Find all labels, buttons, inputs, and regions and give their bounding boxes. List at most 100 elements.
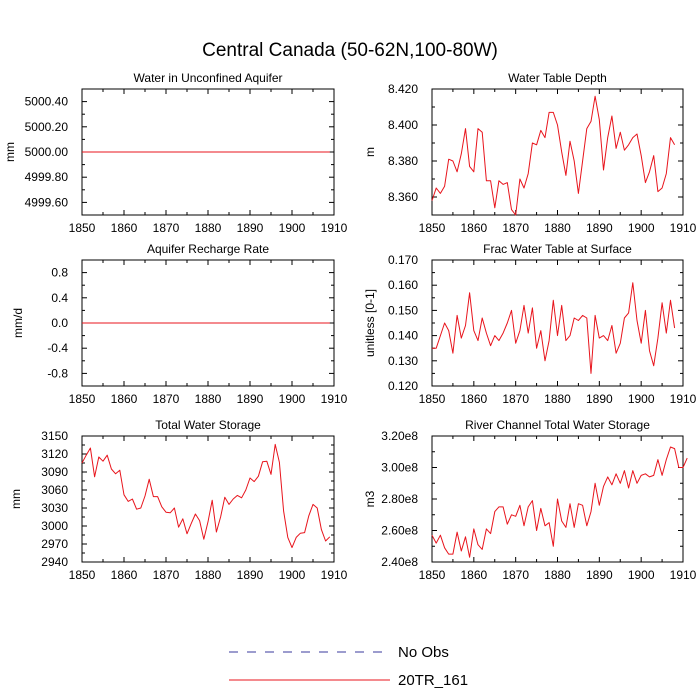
x-tick-label: 1910 xyxy=(321,392,348,406)
y-tick-label: 0.8 xyxy=(51,266,68,280)
y-tick-label: 3.20e8 xyxy=(381,429,418,443)
panel-title: Frac Water Table at Surface xyxy=(483,242,632,256)
x-tick-label: 1880 xyxy=(544,392,571,406)
x-tick-label: 1870 xyxy=(153,221,180,235)
x-tick-label: 1860 xyxy=(111,221,138,235)
y-tick-label: 4999.80 xyxy=(25,170,69,184)
x-tick-label: 1890 xyxy=(237,392,264,406)
x-tick-label: 1860 xyxy=(111,392,138,406)
series-line-20tr-161 xyxy=(432,282,676,374)
panel-3: Aquifer Recharge Rate 1850 1860 1870 1880 189… xyxy=(11,242,348,406)
y-tick-label: -0.8 xyxy=(47,366,68,380)
legend-label-20tr-161: 20TR_161 xyxy=(398,672,468,689)
legend-label-no-obs: No Obs xyxy=(398,644,449,661)
x-tick-label: 1890 xyxy=(586,568,613,582)
x-tick-label: 1910 xyxy=(670,568,697,582)
y-tick-label: 0.170 xyxy=(388,253,418,267)
y-tick-label: 0.150 xyxy=(388,303,418,317)
x-tick-label: 1860 xyxy=(460,221,487,235)
y-tick-label: 5000.00 xyxy=(25,145,69,159)
y-tick-label: 8.360 xyxy=(388,190,418,204)
y-axis-label: m xyxy=(363,147,377,157)
panel-2: Water Table Depth 1850 1860 1870 1880 1890 190… xyxy=(363,71,697,235)
panel-1: Water in Unconfined Aquifer 1850 1860 1870 1… xyxy=(3,71,348,235)
y-tick-label: 5000.20 xyxy=(25,120,69,134)
y-axis-label: mm/d xyxy=(11,308,25,338)
y-tick-label: 3060 xyxy=(41,483,68,497)
panel-6: River Channel Total Water Storage 1850 186… xyxy=(363,418,697,582)
y-tick-label: 8.420 xyxy=(388,82,418,96)
y-tick-label: 0.160 xyxy=(388,278,418,292)
y-tick-label: 3030 xyxy=(41,501,68,515)
y-tick-label: 3150 xyxy=(41,429,68,443)
plot-frame xyxy=(81,435,335,563)
y-tick-label: 0.120 xyxy=(388,379,418,393)
x-tick-label: 1850 xyxy=(69,568,96,582)
x-tick-label: 1880 xyxy=(195,568,222,582)
y-axis-label: m3 xyxy=(363,490,377,507)
y-tick-label: 2.60e8 xyxy=(381,524,418,538)
x-tick-label: 1870 xyxy=(153,392,180,406)
panel-title: Aquifer Recharge Rate xyxy=(147,242,269,256)
x-tick-label: 1880 xyxy=(195,221,222,235)
x-tick-label: 1850 xyxy=(419,392,446,406)
y-axis-label: mm xyxy=(9,489,23,509)
y-tick-label: 5000.40 xyxy=(25,95,69,109)
x-tick-label: 1890 xyxy=(237,568,264,582)
y-tick-label: 2940 xyxy=(41,555,68,569)
series-line-20tr-161 xyxy=(431,446,688,558)
x-tick-label: 1910 xyxy=(321,568,348,582)
y-tick-label: 0.140 xyxy=(388,329,418,343)
x-tick-label: 1860 xyxy=(460,392,487,406)
y-tick-label: 8.400 xyxy=(388,118,418,132)
y-tick-label: 3090 xyxy=(41,465,68,479)
series-line-20tr-161 xyxy=(81,443,331,549)
y-tick-label: 8.380 xyxy=(388,154,418,168)
x-tick-label: 1860 xyxy=(111,568,138,582)
y-tick-label: 2.80e8 xyxy=(381,492,418,506)
y-tick-label: 0.4 xyxy=(51,291,68,305)
panel-title: Water in Unconfined Aquifer xyxy=(134,71,283,85)
panel-title: Total Water Storage xyxy=(155,418,261,432)
x-tick-label: 1890 xyxy=(237,221,264,235)
x-tick-label: 1850 xyxy=(419,568,446,582)
panel-5: Total Water Storage 1850 1860 1870 1880 1890 1… xyxy=(9,418,348,582)
x-tick-label: 1870 xyxy=(502,221,529,235)
panel-title: Water Table Depth xyxy=(508,71,607,85)
y-tick-label: -0.4 xyxy=(47,341,68,355)
y-tick-label: 3000 xyxy=(41,519,68,533)
x-tick-label: 1850 xyxy=(69,221,96,235)
x-tick-label: 1910 xyxy=(670,221,697,235)
x-tick-label: 1890 xyxy=(586,221,613,235)
y-tick-label: 3.00e8 xyxy=(381,461,418,475)
x-tick-label: 1860 xyxy=(460,568,487,582)
y-axis-label: unitless [0-1] xyxy=(363,289,377,357)
x-tick-label: 1900 xyxy=(628,221,655,235)
y-tick-label: 0.130 xyxy=(388,354,418,368)
x-tick-label: 1900 xyxy=(628,392,655,406)
x-tick-label: 1850 xyxy=(419,221,446,235)
x-tick-label: 1870 xyxy=(502,392,529,406)
panel-title: River Channel Total Water Storage xyxy=(465,418,650,432)
x-tick-label: 1890 xyxy=(586,392,613,406)
x-tick-label: 1900 xyxy=(279,568,306,582)
x-tick-label: 1870 xyxy=(502,568,529,582)
figure-title: Central Canada (50-62N,100-80W) xyxy=(202,40,498,61)
y-tick-label: 2.40e8 xyxy=(381,555,418,569)
y-tick-label: 4999.60 xyxy=(25,195,69,209)
y-tick-label: 2970 xyxy=(41,537,68,551)
x-tick-label: 1870 xyxy=(153,568,180,582)
x-tick-label: 1910 xyxy=(670,392,697,406)
panels: Water in Unconfined Aquifer 1850 1860 1870 1… xyxy=(3,71,697,582)
y-tick-label: 0.0 xyxy=(51,316,68,330)
x-tick-label: 1850 xyxy=(69,392,96,406)
x-tick-label: 1910 xyxy=(321,221,348,235)
x-tick-label: 1900 xyxy=(628,568,655,582)
x-tick-label: 1880 xyxy=(195,392,222,406)
x-tick-label: 1900 xyxy=(279,392,306,406)
series-line-20tr-161 xyxy=(431,95,676,216)
plot-frame xyxy=(431,88,684,216)
x-tick-label: 1880 xyxy=(544,568,571,582)
y-axis-label: mm xyxy=(3,142,17,162)
